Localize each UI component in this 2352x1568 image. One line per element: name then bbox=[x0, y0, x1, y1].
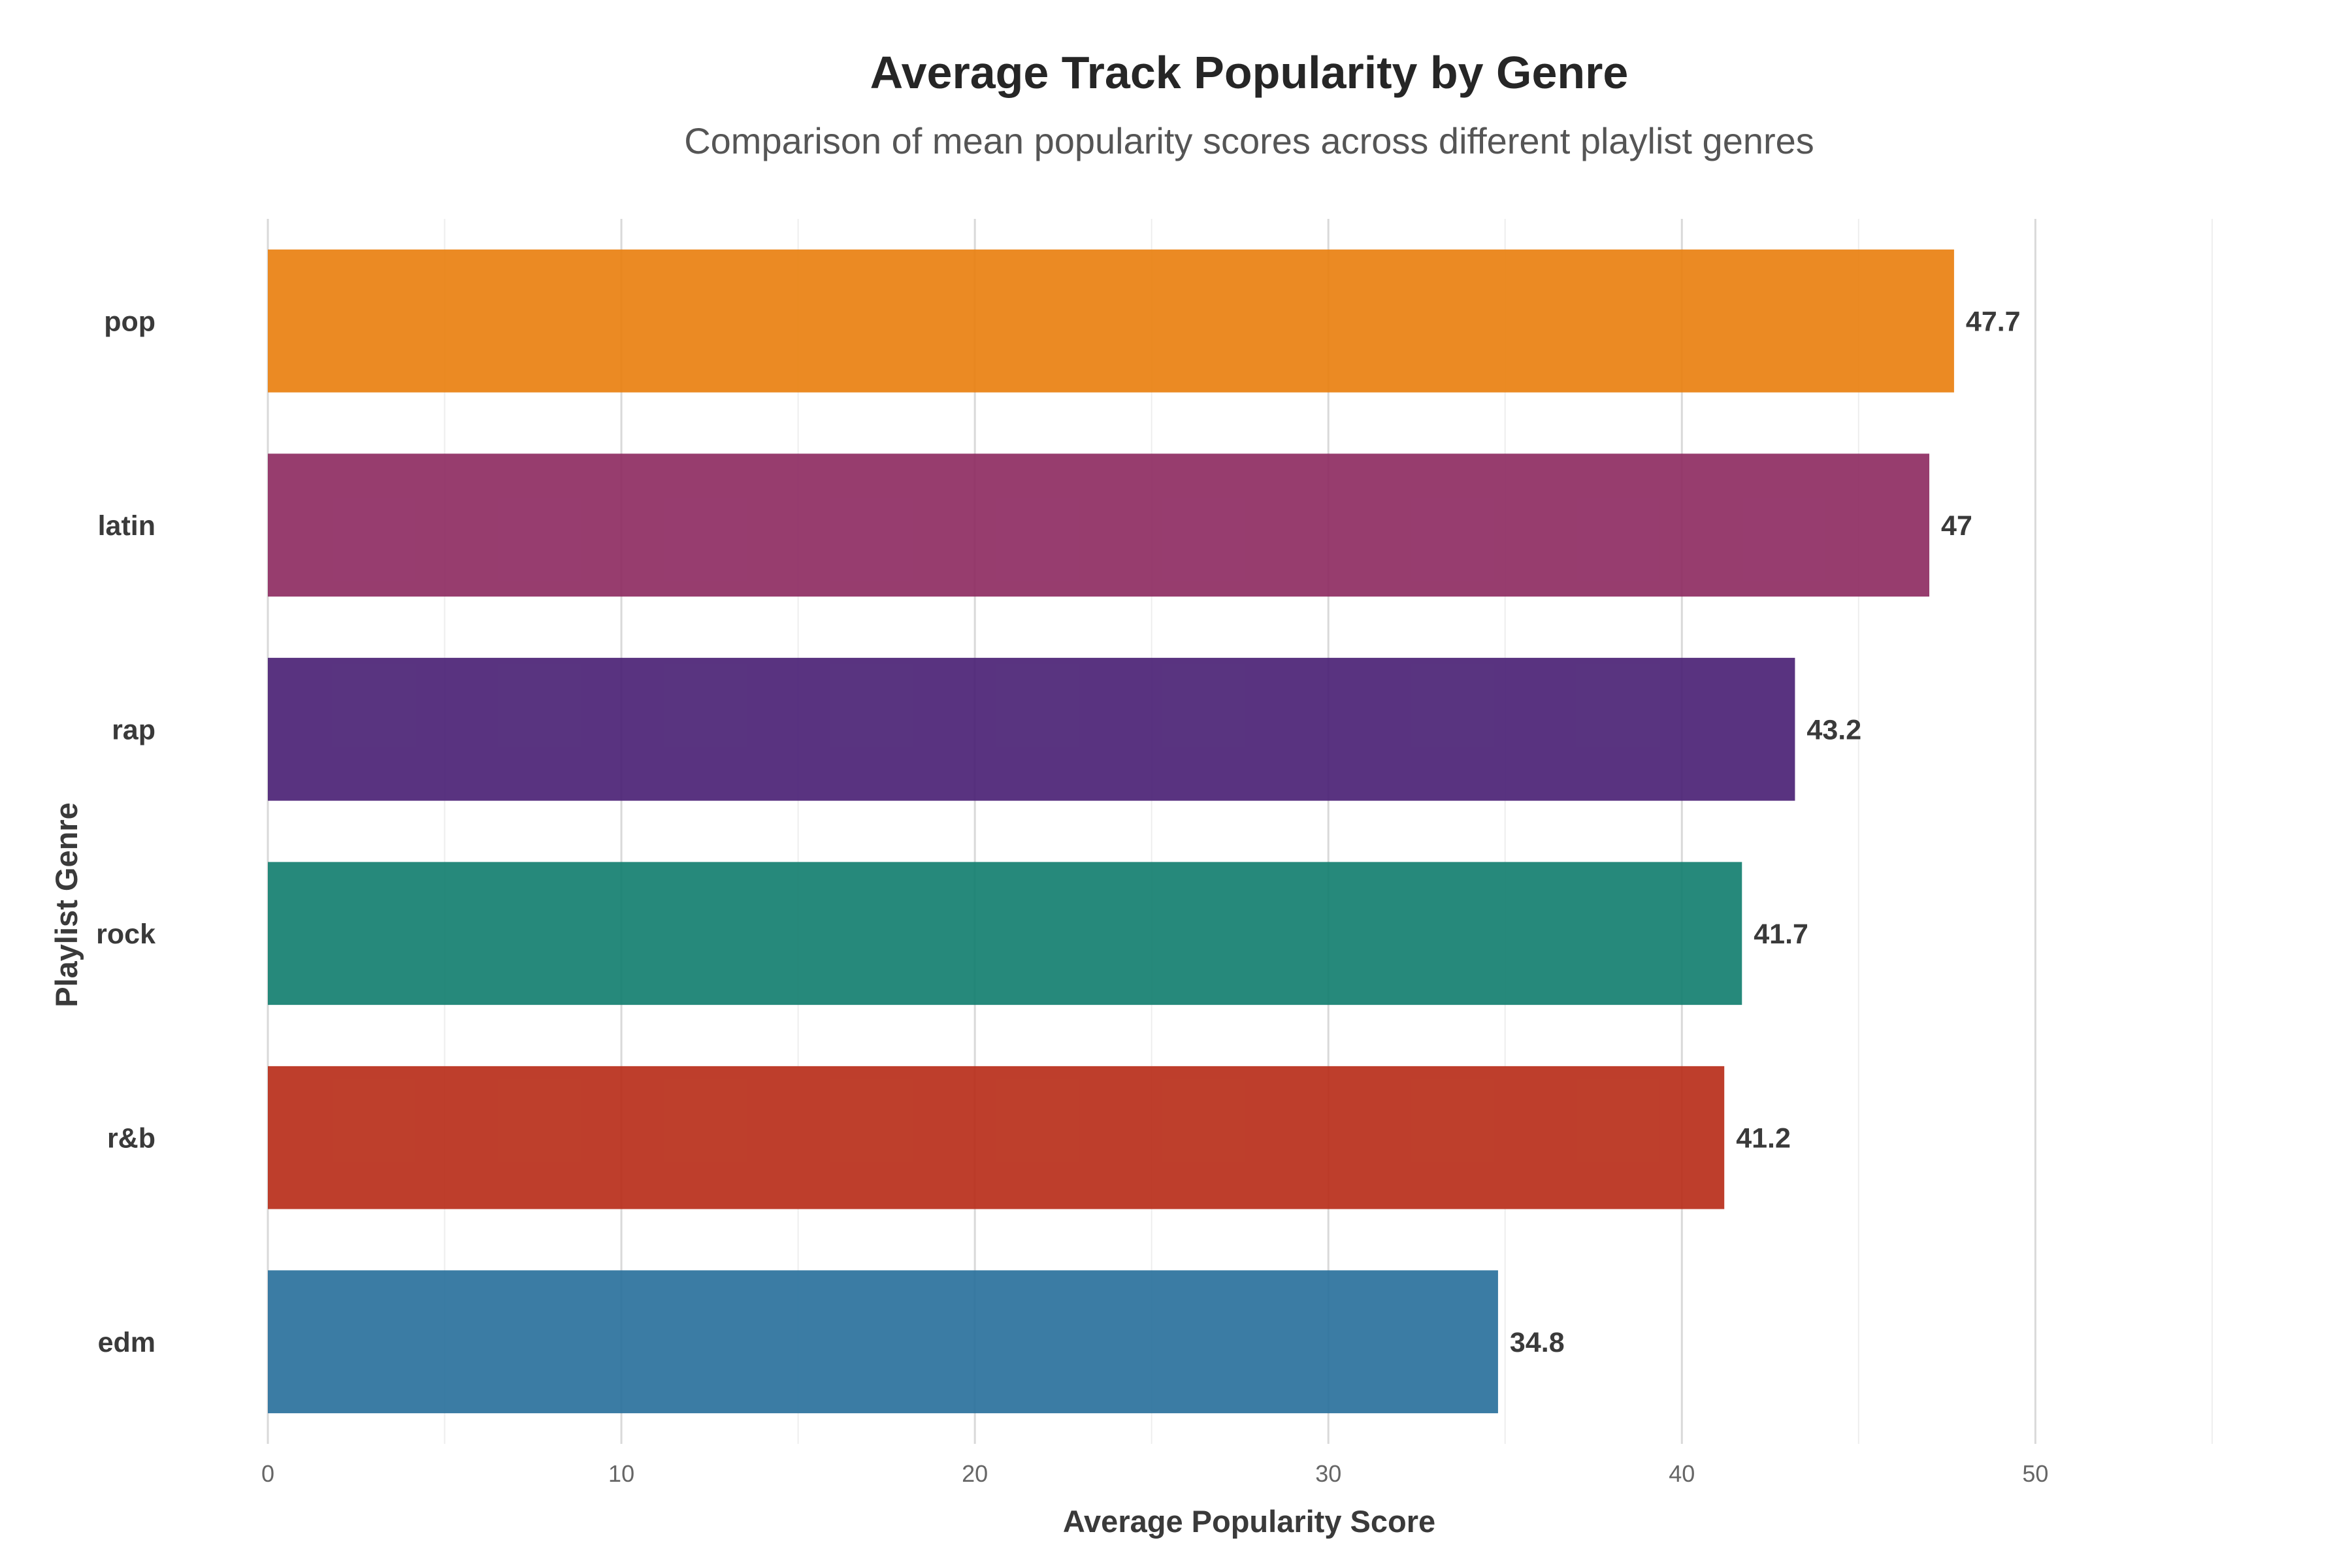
bar-rock bbox=[268, 862, 1742, 1005]
y-category-label: latin bbox=[98, 510, 155, 542]
x-axis-title: Average Popularity Score bbox=[1063, 1504, 1435, 1539]
bar-value-label: 43.2 bbox=[1806, 714, 1861, 745]
x-tick-label: 50 bbox=[2022, 1460, 2048, 1487]
bar-value-label: 34.8 bbox=[1510, 1327, 1565, 1358]
x-tick-label: 40 bbox=[1669, 1460, 1695, 1487]
bar-latin bbox=[268, 453, 1930, 597]
bar-value-label: 47 bbox=[1941, 510, 1972, 542]
bar-rb bbox=[268, 1066, 1725, 1209]
bars bbox=[268, 249, 1954, 1414]
x-tick-label: 0 bbox=[261, 1460, 274, 1487]
x-tick-label: 30 bbox=[1315, 1460, 1341, 1487]
labels: 0 10 20 30 40 50 pop 47.7 latin 47 rap 43.2 rock 41.7… bbox=[96, 306, 2048, 1487]
bar-value-label: 47.7 bbox=[1966, 306, 2021, 337]
x-tick-label: 10 bbox=[608, 1460, 634, 1487]
y-axis-title: Playlist Genre bbox=[49, 802, 84, 1007]
chart-title: Average Track Popularity by Genre bbox=[870, 47, 1629, 98]
grid-lines bbox=[267, 219, 2213, 1444]
bar-pop bbox=[268, 249, 1954, 393]
y-category-label: rock bbox=[96, 919, 155, 950]
bar-value-label: 41.7 bbox=[1754, 919, 1808, 950]
y-category-label: rap bbox=[112, 714, 155, 745]
bar-edm bbox=[268, 1270, 1498, 1414]
chart-subtitle: Comparison of mean popularity scores acr… bbox=[684, 120, 1814, 161]
y-category-label: r&b bbox=[107, 1122, 155, 1154]
y-category-label: edm bbox=[98, 1327, 155, 1358]
y-category-label: pop bbox=[104, 306, 155, 337]
bar-rap bbox=[268, 657, 1795, 801]
x-tick-label: 20 bbox=[962, 1460, 988, 1487]
bar-value-label: 41.2 bbox=[1736, 1122, 1791, 1154]
